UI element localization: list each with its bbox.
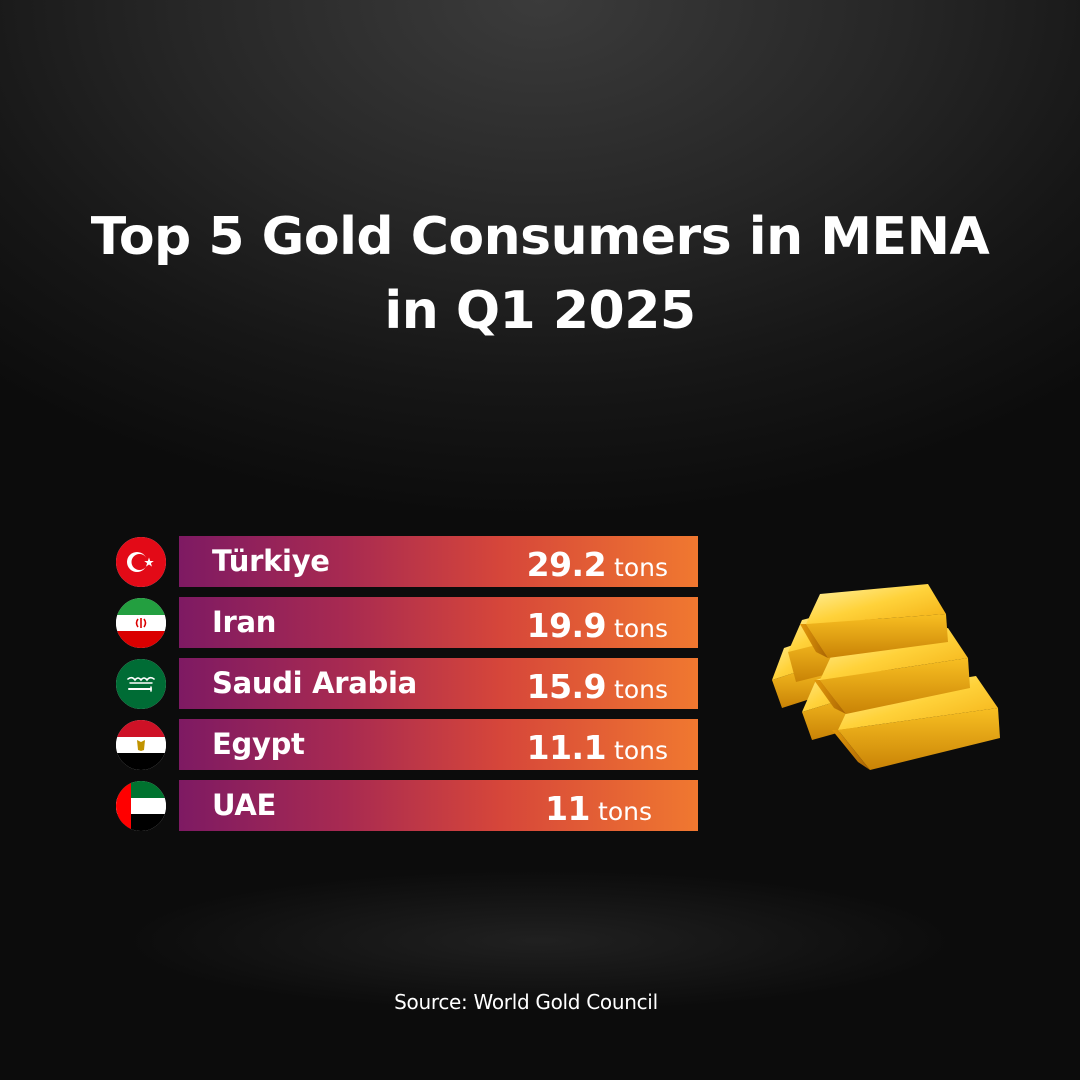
bar: UAE 11 tons: [179, 780, 698, 831]
value-unit: tons: [598, 797, 652, 826]
value-label: 19.9 tons: [527, 600, 668, 657]
value-unit: tons: [614, 736, 668, 765]
source-note: Source: World Gold Council: [394, 990, 658, 1014]
value-number: 11: [545, 789, 591, 828]
uae-flag-icon: [116, 781, 166, 831]
floor-glow: [0, 840, 1080, 1080]
saudi-arabia-flag-icon: [116, 659, 166, 709]
title-line-2: in Q1 2025: [384, 281, 696, 341]
value-unit: tons: [614, 553, 668, 582]
bar: Saudi Arabia 15.9 tons: [179, 658, 698, 709]
country-label: UAE: [212, 788, 277, 822]
country-label: Saudi Arabia: [212, 666, 417, 700]
value-number: 11.1: [526, 728, 607, 767]
value-label: 11.1 tons: [527, 722, 668, 779]
value-unit: tons: [614, 614, 668, 643]
gold-bars-icon: [762, 580, 1010, 780]
turkey-flag-icon: [116, 537, 166, 587]
country-label: Türkiye: [212, 544, 330, 578]
bar: Egypt 11.1 tons: [179, 719, 698, 770]
bar: Türkiye 29.2 tons: [179, 536, 698, 587]
value-number: 29.2: [526, 545, 607, 584]
value-number: 19.9: [526, 606, 607, 645]
chart-title: Top 5 Gold Consumers in MENA in Q1 2025: [0, 200, 1080, 348]
bar: Iran 19.9 tons: [179, 597, 698, 648]
value-unit: tons: [614, 675, 668, 704]
country-label: Egypt: [212, 727, 305, 761]
egypt-flag-icon: [116, 720, 166, 770]
value-label: 29.2 tons: [527, 539, 668, 596]
value-number: 15.9: [526, 667, 607, 706]
country-label: Iran: [212, 605, 277, 639]
value-label: 11 tons: [545, 783, 652, 840]
value-label: 15.9 tons: [527, 661, 668, 718]
iran-flag-icon: [116, 598, 166, 648]
title-line-1: Top 5 Gold Consumers in MENA: [90, 207, 990, 267]
